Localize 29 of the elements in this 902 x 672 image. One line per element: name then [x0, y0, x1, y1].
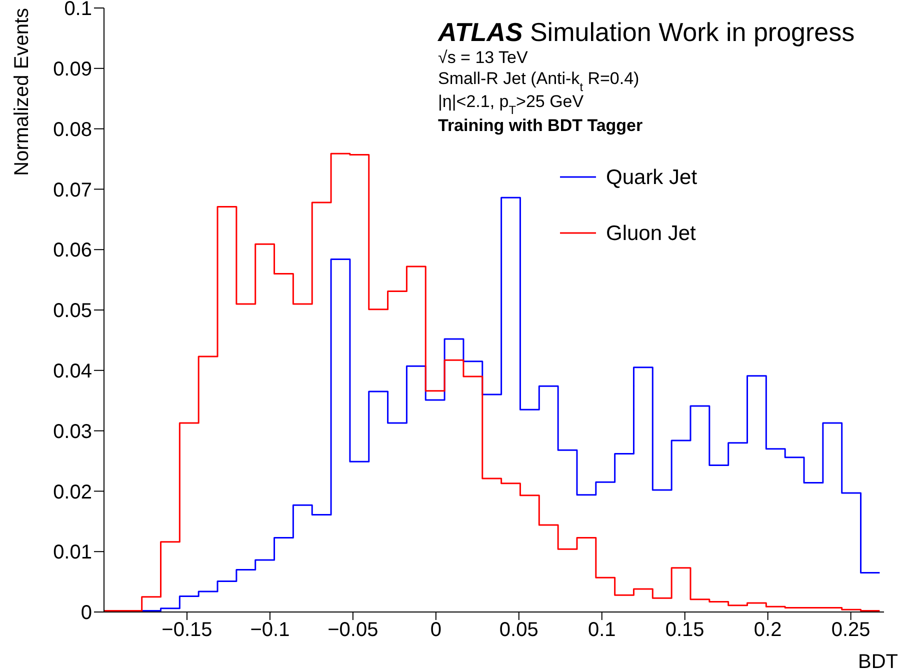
x-tick-label: 0.1 [588, 619, 616, 642]
y-tick-label: 0.02 [53, 481, 92, 504]
legend-label: Quark Jet [606, 166, 698, 189]
legend-label: Gluon Jet [606, 222, 696, 245]
annotation: Training with BDT Tagger [438, 116, 644, 135]
x-tick-label: 0 [430, 619, 442, 642]
y-tick-label: 0 [80, 602, 92, 624]
x-tick-label: 0.05 [499, 619, 538, 642]
y-tick-label: 0.03 [53, 420, 92, 443]
annotation: √s = 13 TeV [438, 48, 528, 67]
y-tick-label: 0.06 [53, 240, 92, 262]
y-tick-label: 0.04 [53, 360, 92, 382]
annotation: ATLAS Simulation Work in progress [437, 17, 855, 47]
y-tick-label: 0.05 [53, 300, 92, 322]
annotation: |η|<2.1, p$_{T}$>25 GeV [438, 92, 584, 117]
y-tick-label: 0.1 [64, 0, 92, 20]
y-tick-label: 0.07 [53, 179, 92, 202]
x-tick-label: −0.15 [162, 619, 212, 642]
x-tick-label: 0.15 [665, 619, 704, 642]
y-tick-label: 0.08 [53, 118, 92, 141]
y-tick-label: 0.01 [53, 542, 92, 564]
annotation: Small-R Jet (Anti-k$_{t}$ R=0.4) [438, 69, 640, 94]
x-tick-label: −0.05 [328, 619, 378, 642]
y-axis-title: Normalized Events [11, 8, 33, 176]
x-tick-label: 0.2 [754, 619, 782, 642]
x-tick-label: 0.25 [831, 619, 870, 642]
x-tick-label: −0.1 [250, 619, 290, 642]
x-axis-title: BDT [858, 651, 898, 672]
y-tick-label: 0.09 [53, 58, 92, 80]
